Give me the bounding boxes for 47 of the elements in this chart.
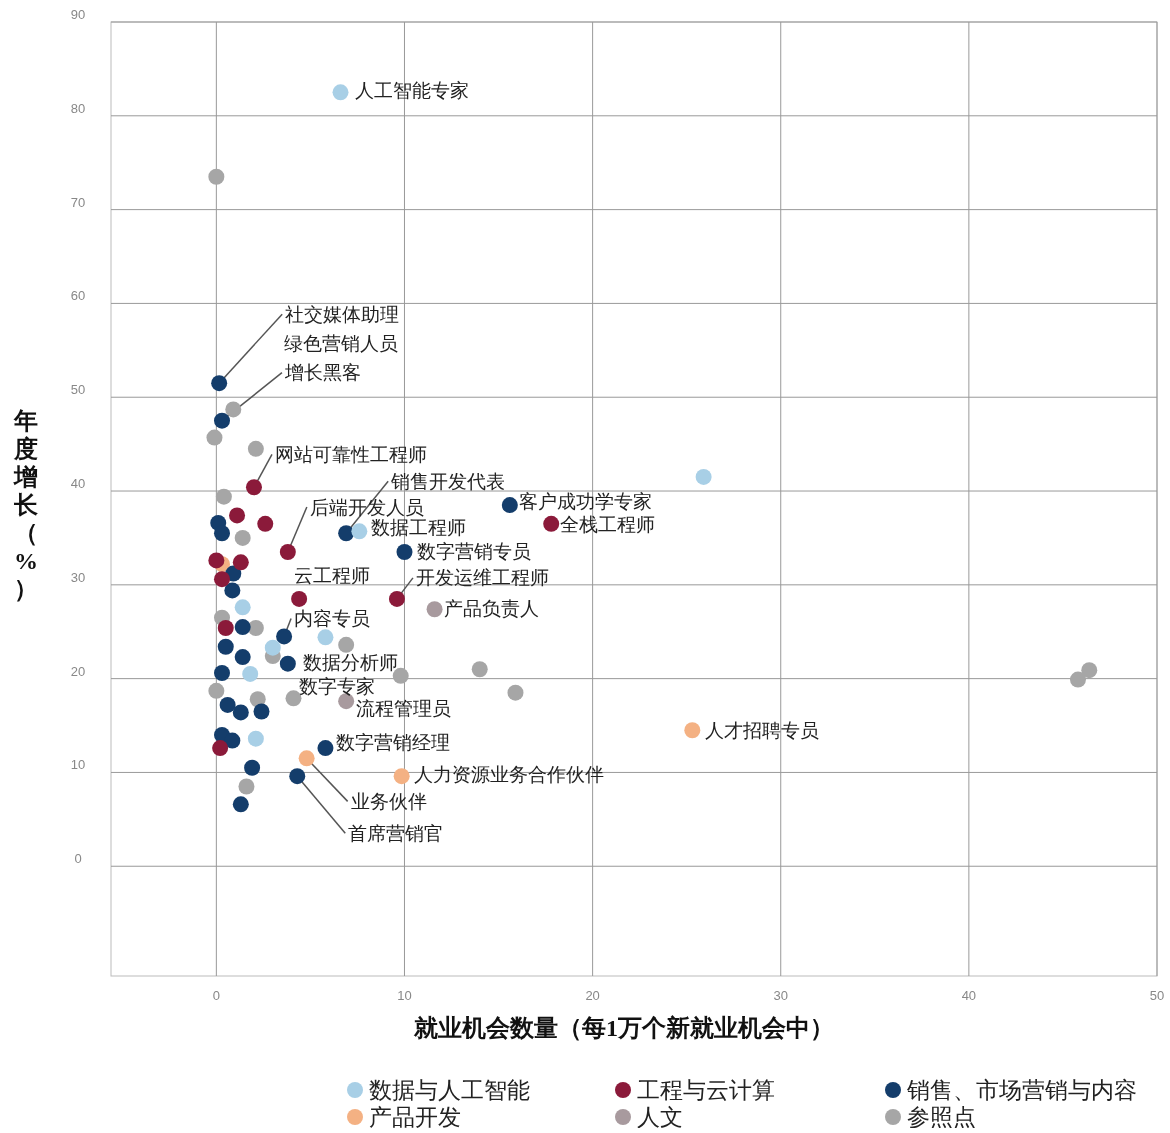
x-axis-title: 就业机会数量（每1万个新就业机会中） (413, 1015, 834, 1041)
x-tick-label: 30 (773, 988, 788, 1003)
legend-label: 工程与云计算 (637, 1077, 775, 1103)
legend-label: 参照点 (907, 1104, 976, 1130)
annotation: 首席营销官 (348, 822, 444, 844)
annotation: 人工智能专家 (354, 79, 469, 101)
annotation: 绿色营销人员 (284, 332, 399, 354)
annotation: 人才招聘专员 (705, 719, 820, 741)
annotation: 数据工程师 (371, 516, 467, 538)
annotation: 数字营销经理 (336, 731, 451, 753)
annotation: 产品负责人 (443, 597, 539, 619)
x-tick-label: 0 (212, 988, 220, 1003)
x-tick-label: 20 (585, 988, 600, 1003)
annotation: 全栈工程师 (560, 514, 656, 536)
y-tick-label: 30 (70, 569, 86, 585)
annotation: 业务伙伴 (350, 790, 427, 812)
legend-label: 产品开发 (369, 1104, 461, 1130)
legend-label: 销售、市场营销与内容 (906, 1077, 1137, 1103)
y-tick-label: 10 (70, 757, 86, 773)
annotation: 数据分析师 (302, 652, 398, 674)
y-tick-label: 90 (70, 7, 86, 22)
annotation: 流程管理员 (356, 697, 452, 719)
y-tick-label: 80 (70, 100, 86, 116)
legend-label: 数据与人工智能 (369, 1077, 530, 1103)
annotation: 数字专家 (299, 675, 376, 697)
annotation: 客户成功学专家 (518, 490, 652, 512)
y-tick-label: 70 (70, 194, 86, 210)
annotation: 人力资源业务合作伙伴 (413, 763, 604, 785)
y-tick-label: 0 (74, 851, 82, 867)
y-axis-title: 年度增长（%） (13, 408, 38, 602)
legend-label: 人文 (637, 1104, 683, 1130)
annotation: 开发运维工程师 (415, 567, 549, 589)
annotation: 增长黑客 (284, 362, 361, 384)
y-tick-label: 50 (70, 382, 86, 398)
x-tick-label: 10 (397, 988, 412, 1003)
annotation: 云工程师 (294, 565, 371, 587)
annotation: 后端开发人员 (309, 496, 424, 518)
y-tick-label: 60 (70, 288, 86, 304)
x-tick-label: 50 (1149, 988, 1165, 1003)
annotation: 网站可靠性工程师 (274, 443, 427, 465)
x-tick-label: 40 (961, 988, 977, 1003)
annotation: 内容专员 (294, 607, 371, 629)
annotation: 社交媒体助理 (285, 303, 400, 325)
y-tick-label: 40 (70, 476, 86, 492)
annotation: 数字营销专员 (417, 540, 532, 562)
y-tick-label: 20 (70, 663, 86, 679)
annotation: 销售开发代表 (390, 470, 506, 492)
